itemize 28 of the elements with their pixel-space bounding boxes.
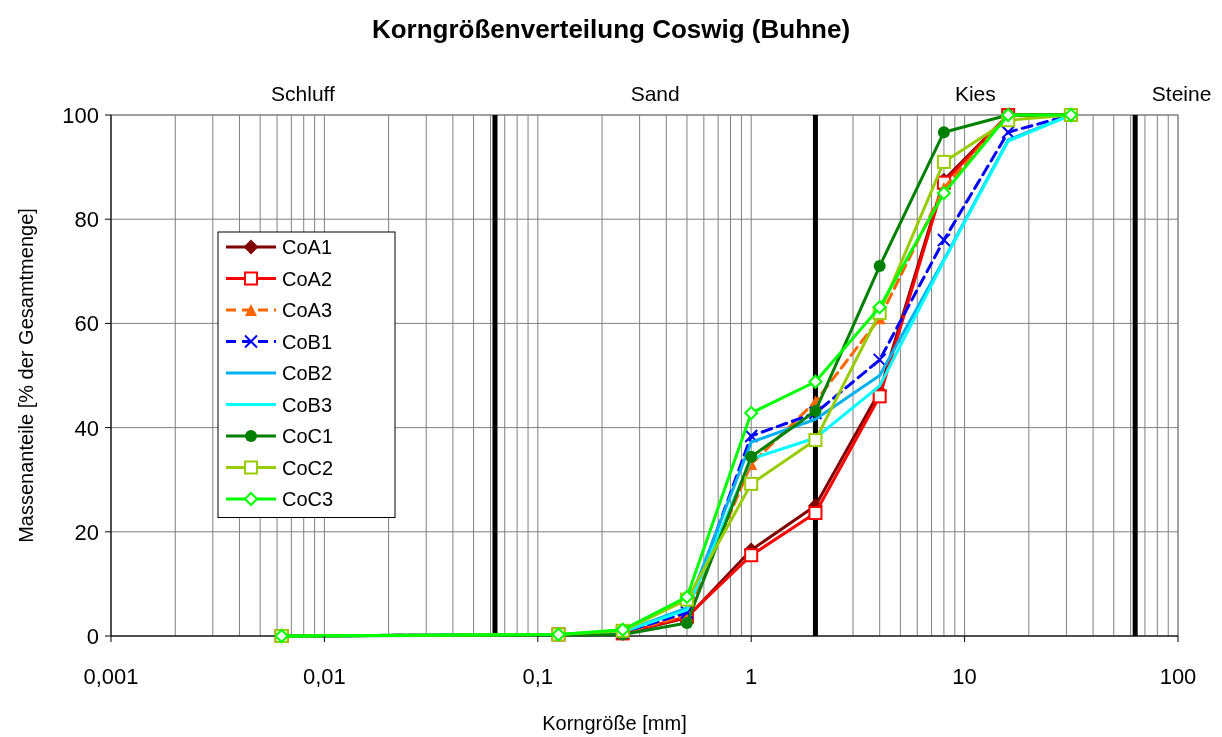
chart-title: Korngrößenverteilung Coswig (Buhne): [371, 14, 851, 44]
y-tick-label: 0: [86, 624, 99, 649]
y-tick-label: 60: [74, 311, 99, 337]
legend-label: CoA2: [282, 267, 333, 290]
x-tick-label: 100: [1159, 664, 1197, 689]
text: Kies: [954, 82, 996, 105]
text: Schluff: [271, 82, 336, 105]
legend-label: CoA1: [282, 236, 333, 258]
y-tick-label: 40: [74, 415, 99, 441]
legend-label: CoB2: [282, 362, 333, 384]
text: Steine: [1151, 82, 1212, 105]
y-tick-label: 80: [74, 207, 99, 233]
x-tick-label: 10: [952, 664, 977, 689]
legend-label: CoB1: [282, 330, 333, 353]
y-tick-label: 20: [74, 519, 99, 545]
text: Sand: [630, 82, 680, 105]
x-tick-label: 0,01: [302, 664, 346, 689]
legend-label: CoB3: [282, 393, 333, 416]
x-axis-title: Korngröße [mm]: [542, 712, 687, 734]
legend-label: CoC2: [282, 456, 334, 479]
x-tick-label: 0,001: [83, 664, 139, 689]
legend-label: CoC3: [282, 488, 334, 510]
y-axis-title: Massenanteile [% der Gesamtmenge]: [15, 208, 37, 543]
y-tick-label: 100: [62, 103, 99, 128]
x-tick-label: 0,1: [522, 664, 554, 689]
legend-label: CoA3: [282, 299, 333, 321]
x-tick-label: 1: [745, 664, 758, 689]
legend-label: CoC1: [282, 425, 334, 447]
